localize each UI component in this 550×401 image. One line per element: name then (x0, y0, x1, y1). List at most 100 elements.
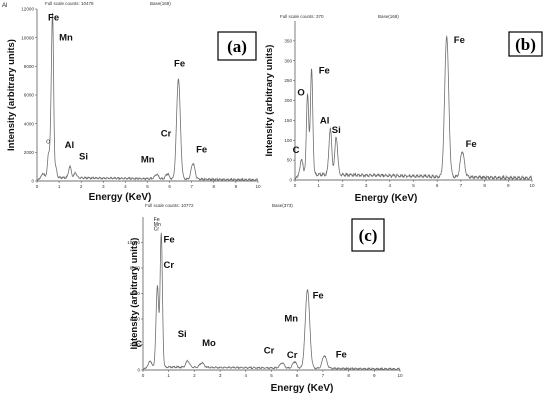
element-label: Si (79, 152, 88, 163)
x-tick-label: 9 (373, 373, 376, 378)
x-tick-label: 3 (219, 373, 222, 378)
panel-label: (c) (359, 226, 378, 245)
x-tick-label: 9 (235, 184, 238, 189)
y-tick-label: 6000 (130, 291, 141, 296)
spectrum-chart-a: Al Full scale counts: 10478 Base(168) 0 1 2 3 4… (2, 1, 261, 203)
y-axis-label: Intensity (arbitrary units) (264, 45, 275, 157)
base-value: Base(168) (150, 1, 171, 6)
spectrum-chart-c: Full scale counts: 10772 Base(373) 0 1 2 3 4 5 6… (127, 203, 403, 394)
x-tick-label: 7 (190, 184, 193, 189)
x-tick-label: 0 (294, 183, 297, 188)
panel-b: Full scale counts: 370 Base(168) 0 1 2 3 4 5 6 7 8… (264, 0, 550, 205)
element-label: Fe (336, 349, 347, 360)
element-label: Cr (264, 345, 275, 356)
panel-label: (a) (227, 37, 247, 56)
panel-label-box (351, 218, 385, 252)
y-tick-label: 2000 (24, 150, 35, 155)
x-tick-label: 2 (80, 184, 83, 189)
element-label: Fe (174, 58, 185, 69)
element-label: Cr (161, 129, 172, 140)
x-tick-label: 10 (397, 373, 403, 378)
x-tick-label: 2 (193, 373, 196, 378)
y-tick-label: 10000 (127, 240, 140, 245)
x-tick-label: 7 (322, 373, 325, 378)
element-label: Mn (154, 222, 161, 228)
y-tick-label: 350 (284, 38, 292, 43)
y-tick-label: 2000 (130, 342, 141, 347)
y-tick-label: 4000 (24, 121, 35, 126)
element-label: Fe (319, 65, 330, 76)
y-tick-label: 0 (31, 179, 34, 184)
spectrum-line (36, 12, 259, 183)
y-tick-label: 50 (287, 158, 293, 163)
y-tick-label: 0 (137, 368, 140, 373)
x-axis-label: Energy (KeV) (271, 383, 334, 394)
x-tick-label: 8 (483, 183, 486, 188)
element-label: Mo (202, 338, 216, 349)
element-label: Mn (59, 33, 73, 44)
element-label: Al (65, 140, 75, 151)
y-tick-label: 100 (284, 138, 292, 143)
panel-label-box (508, 31, 543, 57)
x-tick-label: 1 (317, 183, 320, 188)
element-label: Si (332, 125, 341, 136)
x-tick-label: 4 (124, 184, 127, 189)
x-tick-label: 5 (270, 373, 273, 378)
x-tick-label: 10 (529, 183, 535, 188)
full-scale-counts: Full scale counts: 10478 (45, 1, 94, 6)
y-tick-label: 10000 (21, 35, 34, 40)
panel-a: Al Full scale counts: 10478 Base(168) 0 1 2 3 4… (0, 0, 275, 205)
y-tick-label: 0 (289, 178, 292, 183)
x-tick-label: 9 (507, 183, 510, 188)
element-label: O (46, 140, 50, 146)
element-label: Fe (164, 235, 175, 246)
element-label: Si (178, 329, 187, 340)
y-tick-label: 4000 (130, 317, 141, 322)
element-label: Al (320, 116, 330, 127)
y-axis-label: Intensity (arbitrary units) (6, 39, 17, 151)
element-label: Fe (154, 217, 160, 223)
y-axis-label: Intensity (arbitrary units) (129, 238, 140, 350)
x-tick-label: 1 (58, 184, 61, 189)
x-tick-label: 4 (245, 373, 248, 378)
y-tick-label: 12000 (21, 7, 34, 12)
x-tick-label: 6 (168, 184, 171, 189)
x-tick-label: 6 (296, 373, 299, 378)
x-axis-label: Energy (KeV) (89, 192, 152, 203)
x-tick-label: 3 (102, 184, 105, 189)
panel-label: (b) (515, 35, 536, 54)
base-value: Base(168) (378, 14, 399, 19)
spectrum-line (294, 34, 533, 181)
y-tick-label: 150 (284, 118, 292, 123)
element-label: Fe (466, 139, 477, 150)
corner-label: Al (2, 3, 7, 9)
x-tick-label: 0 (36, 184, 39, 189)
element-label: C (293, 145, 300, 156)
element-label: Cr (287, 350, 298, 361)
element-label: O (297, 88, 304, 99)
x-tick-label: 3 (365, 183, 368, 188)
x-tick-label: 6 (436, 183, 439, 188)
base-value: Base(373) (272, 203, 293, 208)
y-tick-label: 300 (284, 58, 292, 63)
x-tick-label: 2 (341, 183, 344, 188)
panel-c: Full scale counts: 10772 Base(373) 0 1 2 3 4 5 6… (125, 203, 425, 401)
spectrum-chart-b: Full scale counts: 370 Base(168) 0 1 2 3 4 5 6 7 8… (264, 14, 543, 204)
x-tick-label: 0 (142, 373, 145, 378)
element-label: Fe (48, 12, 59, 23)
y-tick-label: 8000 (24, 64, 35, 69)
element-label: Fe (454, 35, 465, 46)
element-label: Fe (196, 144, 207, 155)
full-scale-counts: Full scale counts: 370 (280, 14, 324, 19)
full-scale-counts: Full scale counts: 10772 (145, 203, 194, 208)
y-tick-label: 8000 (130, 266, 141, 271)
element-label: Fe (313, 291, 324, 302)
x-tick-label: 5 (412, 183, 415, 188)
x-tick-label: 1 (167, 373, 170, 378)
x-tick-label: 7 (460, 183, 463, 188)
x-tick-label: 4 (389, 183, 392, 188)
y-tick-label: 250 (284, 78, 292, 83)
y-tick-label: 200 (284, 98, 292, 103)
x-axis-label: Energy (KeV) (355, 193, 418, 204)
y-tick-label: 6000 (24, 93, 35, 98)
